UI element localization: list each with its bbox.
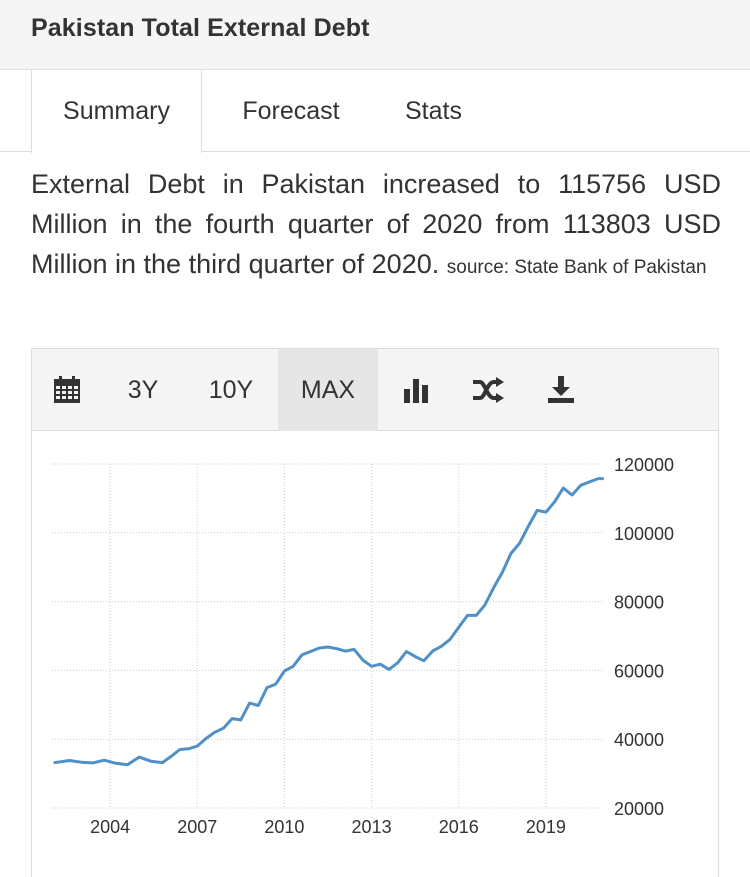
download-icon[interactable] [532, 349, 590, 431]
summary-paragraph: External Debt in Pakistan increased to 1… [31, 164, 721, 288]
range-max-button[interactable]: MAX [278, 349, 378, 431]
source-text: source: State Bank of Pakistan [446, 257, 707, 278]
y-tick-label: 120000 [614, 455, 674, 475]
tab-forecast[interactable]: Forecast [242, 96, 340, 125]
x-tick-label: 2019 [526, 817, 566, 837]
y-tick-label: 100000 [614, 524, 674, 544]
tab-bar: Summary Forecast Stats [0, 70, 750, 153]
range-3y-button[interactable]: 3Y [127, 375, 159, 404]
x-tick-label: 2004 [90, 817, 130, 837]
y-tick-label: 40000 [614, 730, 664, 750]
page-title: Pakistan Total External Debt [31, 14, 370, 42]
chart-panel: 3Y 10Y MAX [31, 348, 719, 877]
shuffle-icon[interactable] [458, 349, 518, 431]
y-tick-label: 60000 [614, 661, 664, 681]
y-tick-label: 20000 [614, 799, 664, 819]
x-tick-label: 2010 [264, 817, 304, 837]
chart-toolbar: 3Y 10Y MAX [32, 349, 718, 431]
x-tick-label: 2016 [439, 817, 479, 837]
summary-text: External Debt in Pakistan increased to 1… [31, 169, 721, 279]
x-tick-label: 2013 [352, 817, 392, 837]
calendar-icon[interactable] [42, 349, 92, 431]
y-tick-label: 80000 [614, 593, 664, 613]
range-10y-button[interactable]: 10Y [208, 375, 254, 404]
tab-summary[interactable]: Summary [31, 70, 202, 153]
series-line [53, 477, 604, 767]
tab-stats[interactable]: Stats [405, 96, 462, 125]
page-header: Pakistan Total External Debt [0, 0, 750, 70]
bar-chart-icon[interactable] [388, 349, 444, 431]
x-tick-label: 2007 [177, 817, 217, 837]
